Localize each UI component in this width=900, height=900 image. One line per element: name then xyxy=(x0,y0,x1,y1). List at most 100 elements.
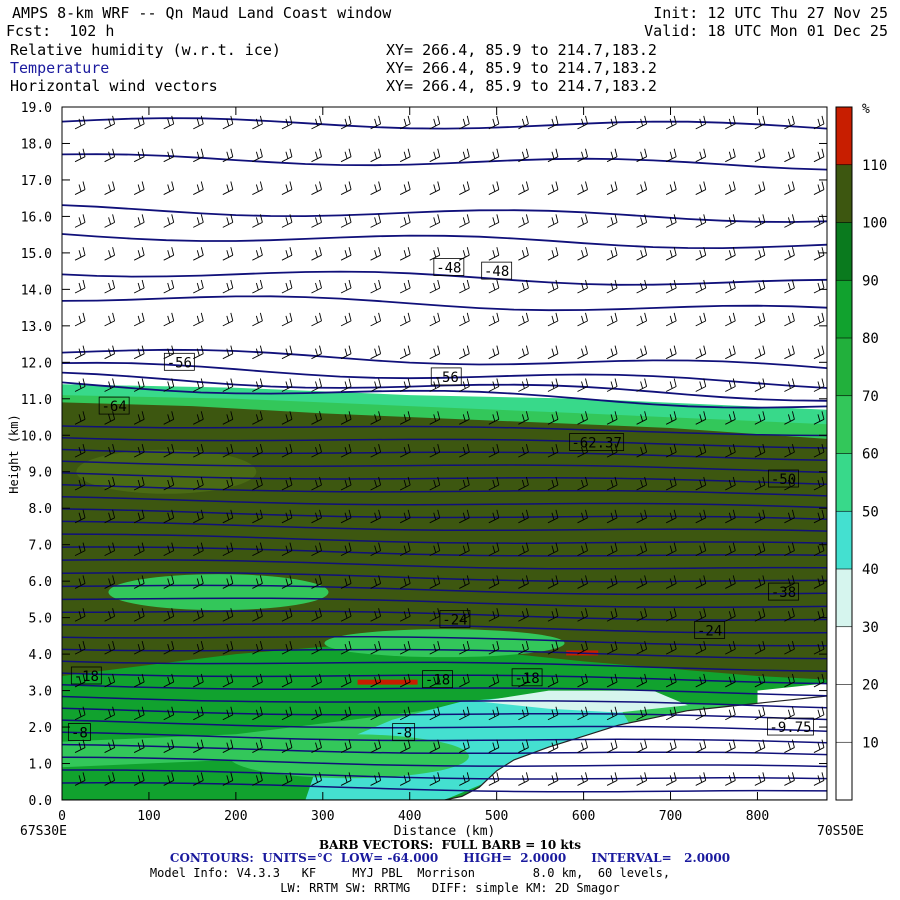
wind-barb xyxy=(429,542,441,557)
wind-barb xyxy=(606,115,618,130)
wind-barb xyxy=(370,148,382,163)
wind-barb xyxy=(695,608,707,622)
contour-label: -8 xyxy=(71,726,88,742)
temperature-contour xyxy=(62,743,827,756)
wind-barb xyxy=(813,509,825,524)
wind-barb xyxy=(281,542,293,557)
wind-barb xyxy=(725,148,736,163)
wind-barb xyxy=(370,772,382,786)
wind-barb xyxy=(104,542,116,557)
wind-barb xyxy=(193,772,204,786)
wind-barb xyxy=(252,608,263,622)
wind-barb xyxy=(252,345,263,360)
wind-barb xyxy=(784,115,795,130)
wind-barb xyxy=(222,575,234,589)
wind-barb xyxy=(488,575,500,589)
temperature-contour xyxy=(62,782,827,793)
colorbar-band xyxy=(836,626,852,685)
wind-barb xyxy=(459,181,470,195)
wind-barb xyxy=(577,542,588,557)
wind-barb xyxy=(665,444,677,458)
wind-barb xyxy=(577,115,588,130)
wind-barb xyxy=(488,115,500,130)
contour-label-box xyxy=(98,396,130,415)
wind-barb xyxy=(547,214,559,228)
wind-barb xyxy=(725,115,736,130)
wind-barb xyxy=(813,247,825,261)
wind-barb xyxy=(222,509,234,524)
wind-barb xyxy=(429,148,441,163)
temperature-contour xyxy=(62,571,827,583)
wind-barb xyxy=(429,673,441,688)
wind-barb xyxy=(784,181,795,195)
wind-barb xyxy=(370,608,382,622)
wind-barb xyxy=(133,476,145,491)
wind-barb xyxy=(488,247,500,261)
wind-barb xyxy=(399,673,411,688)
wind-barb xyxy=(74,115,86,130)
wind-barb xyxy=(163,115,175,130)
temperature-contour xyxy=(62,623,827,634)
wind-barb xyxy=(399,247,411,261)
wind-barb xyxy=(665,706,677,721)
temperature-contour xyxy=(62,559,827,570)
wind-barb xyxy=(370,706,382,721)
wind-barb xyxy=(193,378,204,392)
wind-barb xyxy=(547,673,559,688)
wind-barb xyxy=(163,772,175,786)
wind-barb xyxy=(547,772,559,786)
y-tick-label: 13.0 xyxy=(21,320,52,335)
wind-barb xyxy=(399,148,411,163)
x-tick-label: 400 xyxy=(398,809,421,824)
wind-barb xyxy=(74,673,86,688)
wind-barb xyxy=(636,673,648,688)
wind-barb xyxy=(577,181,588,195)
colorbar-label: 20 xyxy=(862,678,879,694)
wind-barb xyxy=(665,148,677,163)
wind-barb xyxy=(577,706,588,721)
wind-barb xyxy=(518,247,529,261)
wind-barb xyxy=(636,575,648,589)
wind-barb xyxy=(488,640,500,655)
wind-barb xyxy=(725,181,736,195)
wind-barb xyxy=(459,673,470,688)
wind-barb xyxy=(459,575,470,589)
wind-barb xyxy=(340,247,352,261)
y-tick-label: 2.0 xyxy=(29,721,52,736)
wind-barb xyxy=(725,476,736,491)
wind-barb xyxy=(725,345,736,360)
wind-barb xyxy=(163,509,175,524)
wind-barb xyxy=(222,214,234,228)
wind-barb xyxy=(163,640,175,655)
wind-barb xyxy=(725,279,736,294)
wind-barb xyxy=(459,444,470,458)
temperature-contour xyxy=(62,448,827,462)
temperature-contour xyxy=(62,660,827,672)
colorbar-band xyxy=(836,280,852,338)
wind-barb xyxy=(606,476,618,491)
wind-barb xyxy=(370,542,382,557)
wind-barb xyxy=(74,575,86,589)
wind-barb xyxy=(636,706,648,721)
wind-barb xyxy=(311,279,322,294)
wind-barb xyxy=(311,411,322,425)
wind-barb xyxy=(370,739,382,753)
wind-barb xyxy=(784,640,795,655)
wind-barb xyxy=(754,640,766,655)
wind-barb xyxy=(665,345,677,360)
wind-barb xyxy=(104,640,116,655)
wind-barb xyxy=(74,247,86,261)
wind-barb xyxy=(104,673,116,688)
wind-barb xyxy=(193,476,204,491)
wind-barb xyxy=(311,115,322,130)
wind-barb xyxy=(74,214,86,228)
wind-barb xyxy=(488,542,500,557)
colorbar-band xyxy=(836,338,852,396)
wind-barb xyxy=(488,148,500,163)
wind-barb xyxy=(281,575,293,589)
wind-barb xyxy=(754,444,766,458)
wind-barb xyxy=(577,312,588,327)
wind-barb xyxy=(340,739,352,753)
wind-barb xyxy=(518,739,529,753)
